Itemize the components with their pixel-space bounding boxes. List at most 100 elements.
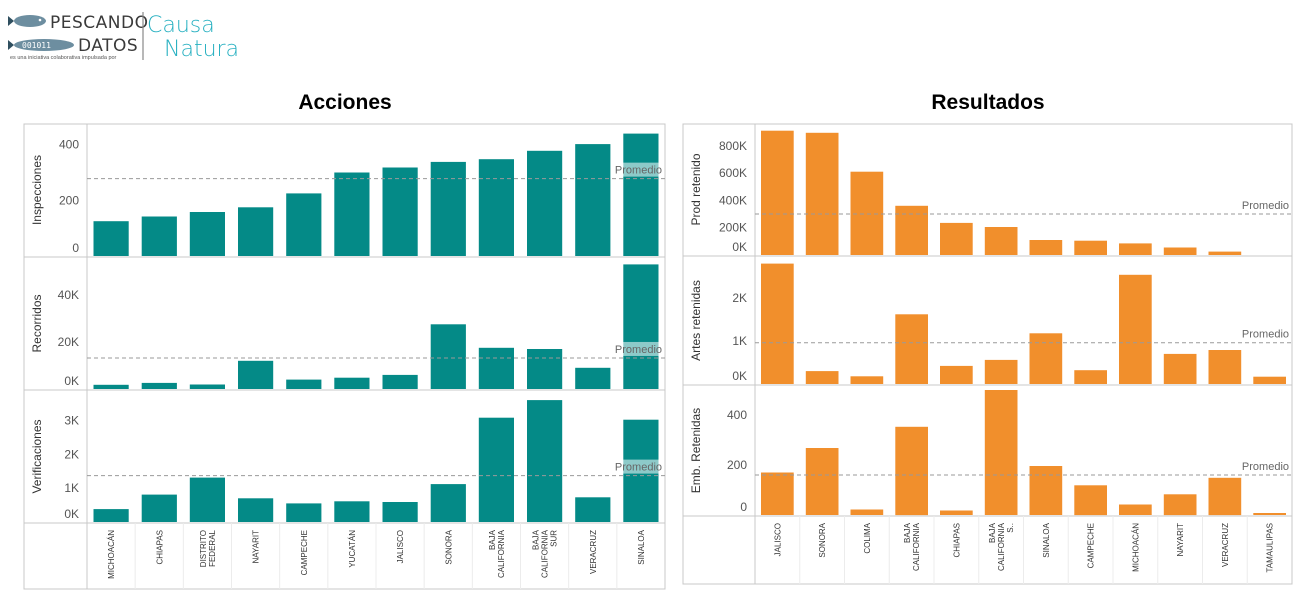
bar	[984, 359, 1018, 384]
bar	[93, 221, 129, 256]
bar	[761, 472, 794, 515]
series-verificaciones: Verificaciones 0K 1K 2K 3K Promedio	[24, 389, 665, 522]
series-prod-retenido: Prod retenido 0K 200K 400K 600K 800K Promedio	[689, 130, 1292, 255]
chart-acciones: AccionesInspecciones0200400PromedioRecor…	[23, 91, 666, 590]
bar	[189, 477, 225, 522]
y-tick-label: 800K	[719, 139, 747, 153]
y-axis-label: Artes retenidas	[689, 280, 703, 361]
bar	[940, 222, 973, 255]
y-tick-label: 400K	[719, 193, 747, 207]
bar	[1163, 353, 1197, 384]
y-axis-label: Verificaciones	[30, 419, 44, 493]
bar	[1208, 251, 1242, 255]
bar	[382, 167, 418, 256]
bar	[430, 484, 466, 522]
average-label: Promedio	[615, 344, 662, 356]
bar	[334, 501, 370, 522]
y-tick-label: 600K	[719, 166, 747, 180]
y-axis-label: Prod retenido	[689, 153, 703, 225]
bar	[141, 216, 177, 256]
bar	[895, 314, 928, 384]
logo: 001011 PESCANDO DATOS es una iniciativa …	[8, 12, 239, 62]
category-label: SINALOA	[1042, 522, 1051, 557]
bar	[623, 133, 659, 256]
bar	[141, 494, 177, 522]
bar	[382, 374, 418, 389]
bar	[238, 498, 274, 522]
bar	[1029, 333, 1063, 384]
average-label: Promedio	[615, 462, 662, 474]
bar	[761, 130, 794, 255]
average-label: Promedio	[1242, 461, 1289, 473]
bar	[189, 212, 225, 256]
y-tick-label: 200	[59, 193, 79, 207]
bar	[1074, 370, 1107, 384]
bar	[478, 417, 514, 522]
fish-code: 001011	[22, 41, 51, 50]
y-axis-label: Inspecciones	[30, 155, 44, 225]
brand-causa: Causa	[147, 13, 215, 38]
y-tick-label: 200K	[719, 221, 747, 235]
category-label: SONORA	[444, 529, 453, 564]
category-label: MICHOACÁN	[1131, 523, 1140, 572]
series-emb-retenidas: Emb. Retenidas 0 200 400 Promedio	[683, 384, 1292, 516]
bar	[850, 171, 884, 255]
bar	[1208, 350, 1242, 384]
y-tick-label: 400	[727, 408, 747, 422]
bar	[1163, 494, 1197, 516]
y-tick-label: 40K	[58, 288, 79, 302]
bar	[141, 382, 177, 389]
bar	[527, 150, 563, 256]
chart-title: Resultados	[931, 91, 1044, 114]
bar	[1029, 466, 1063, 515]
bar	[334, 172, 370, 256]
bar	[1029, 240, 1063, 255]
bar	[575, 367, 611, 389]
bar	[286, 193, 322, 256]
bar	[984, 390, 1018, 515]
y-axis-label: Emb. Retenidas	[689, 408, 703, 493]
bar	[478, 347, 514, 389]
bar	[1253, 513, 1286, 515]
bar	[1074, 485, 1107, 516]
logo-tagline: es una iniciativa colaborativa impulsada…	[10, 55, 117, 61]
y-tick-label: 3K	[64, 413, 79, 427]
logo-line1: PESCANDO	[50, 13, 148, 33]
y-tick-label: 0K	[732, 240, 747, 254]
y-tick-label: 0K	[64, 507, 79, 521]
average-label: Promedio	[1242, 329, 1289, 341]
y-tick-label: 20K	[58, 335, 79, 349]
bar	[1119, 274, 1152, 384]
y-tick-label: 200	[727, 458, 747, 472]
bar	[805, 448, 839, 515]
y-tick-label: 0K	[732, 369, 747, 383]
bar	[478, 159, 514, 256]
bar	[761, 263, 794, 384]
bar	[850, 376, 884, 384]
category-label: VERACRUZ	[589, 530, 598, 574]
bar	[895, 426, 928, 516]
category-label: BAJACALIFORNIA	[488, 529, 506, 578]
bar	[238, 207, 274, 256]
bar	[430, 161, 466, 256]
average-label: Promedio	[615, 165, 662, 177]
fish-icon	[8, 15, 46, 27]
category-label: TAMAULIPAS	[1266, 523, 1275, 573]
bar	[286, 503, 322, 522]
category-label: JALISCO	[773, 523, 782, 556]
category-label: YUCATÁN	[348, 530, 357, 568]
y-tick-label: 1K	[732, 334, 747, 348]
category-label: COLIMA	[863, 522, 872, 553]
bar	[805, 371, 839, 384]
y-tick-label: 0	[72, 241, 79, 255]
category-label: CHIAPAS	[155, 530, 164, 565]
bar	[1119, 504, 1152, 515]
bar	[238, 360, 274, 389]
category-label: CAMPECHE	[1087, 523, 1096, 568]
bar	[575, 144, 611, 256]
chart-resultados: Resultados Prod retenido 0K 200K 400K 600K 800…	[682, 91, 1293, 585]
category-label: CAMPECHE	[300, 530, 309, 575]
bar	[575, 497, 611, 522]
series-artes-retenidas: Artes retenidas 0K 1K 2K Promedio	[683, 255, 1292, 384]
